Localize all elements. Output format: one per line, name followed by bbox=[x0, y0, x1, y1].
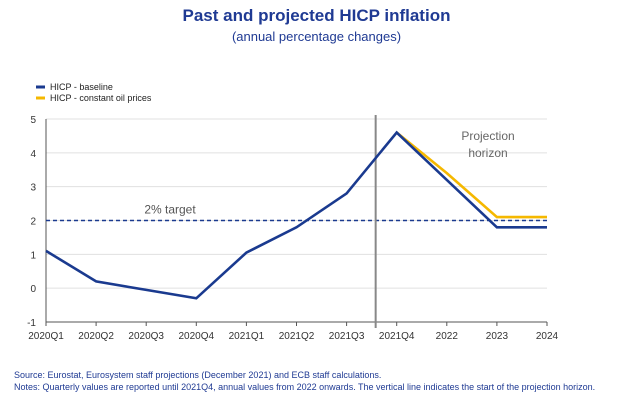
chart-subtitle: (annual percentage changes) bbox=[231, 29, 402, 44]
y-tick-label: 1 bbox=[30, 250, 36, 261]
projection-label-line1: Projection bbox=[461, 129, 514, 143]
x-tick-label: 2020Q2 bbox=[78, 331, 114, 342]
x-tick-label: 2024 bbox=[536, 331, 559, 342]
x-tick-label: 2021Q2 bbox=[279, 331, 315, 342]
y-tick-label: 4 bbox=[30, 149, 36, 160]
y-tick-label: -1 bbox=[27, 318, 36, 329]
series-line-constant-oil bbox=[395, 131, 547, 219]
notes-text: Notes: Quarterly values are reported unt… bbox=[14, 382, 596, 392]
y-tick-label: 3 bbox=[30, 183, 36, 194]
x-tick-label: 2021Q1 bbox=[229, 331, 265, 342]
x-tick-label: 2021Q3 bbox=[329, 331, 365, 342]
x-tick-label: 2020Q4 bbox=[179, 331, 215, 342]
projection-label-line2: horizon bbox=[468, 146, 507, 160]
x-tick-label: 2020Q1 bbox=[28, 331, 64, 342]
legend-label: HICP - constant oil prices bbox=[50, 93, 152, 103]
y-tick-label: 5 bbox=[30, 115, 36, 126]
y-tick-label: 2 bbox=[30, 217, 36, 228]
series-line-baseline bbox=[45, 130, 547, 300]
legend-label: HICP - baseline bbox=[50, 82, 113, 92]
x-tick-label: 2022 bbox=[436, 331, 459, 342]
chart-title: Past and projected HICP inflation bbox=[182, 6, 451, 25]
x-tick-label: 2021Q4 bbox=[379, 331, 415, 342]
x-tick-label: 2020Q3 bbox=[128, 331, 164, 342]
target-label: 2% target bbox=[144, 203, 196, 217]
y-tick-label: 0 bbox=[30, 284, 36, 295]
x-tick-label: 2023 bbox=[486, 331, 509, 342]
source-note: Source: Eurostat, Eurosystem staff proje… bbox=[14, 370, 382, 380]
